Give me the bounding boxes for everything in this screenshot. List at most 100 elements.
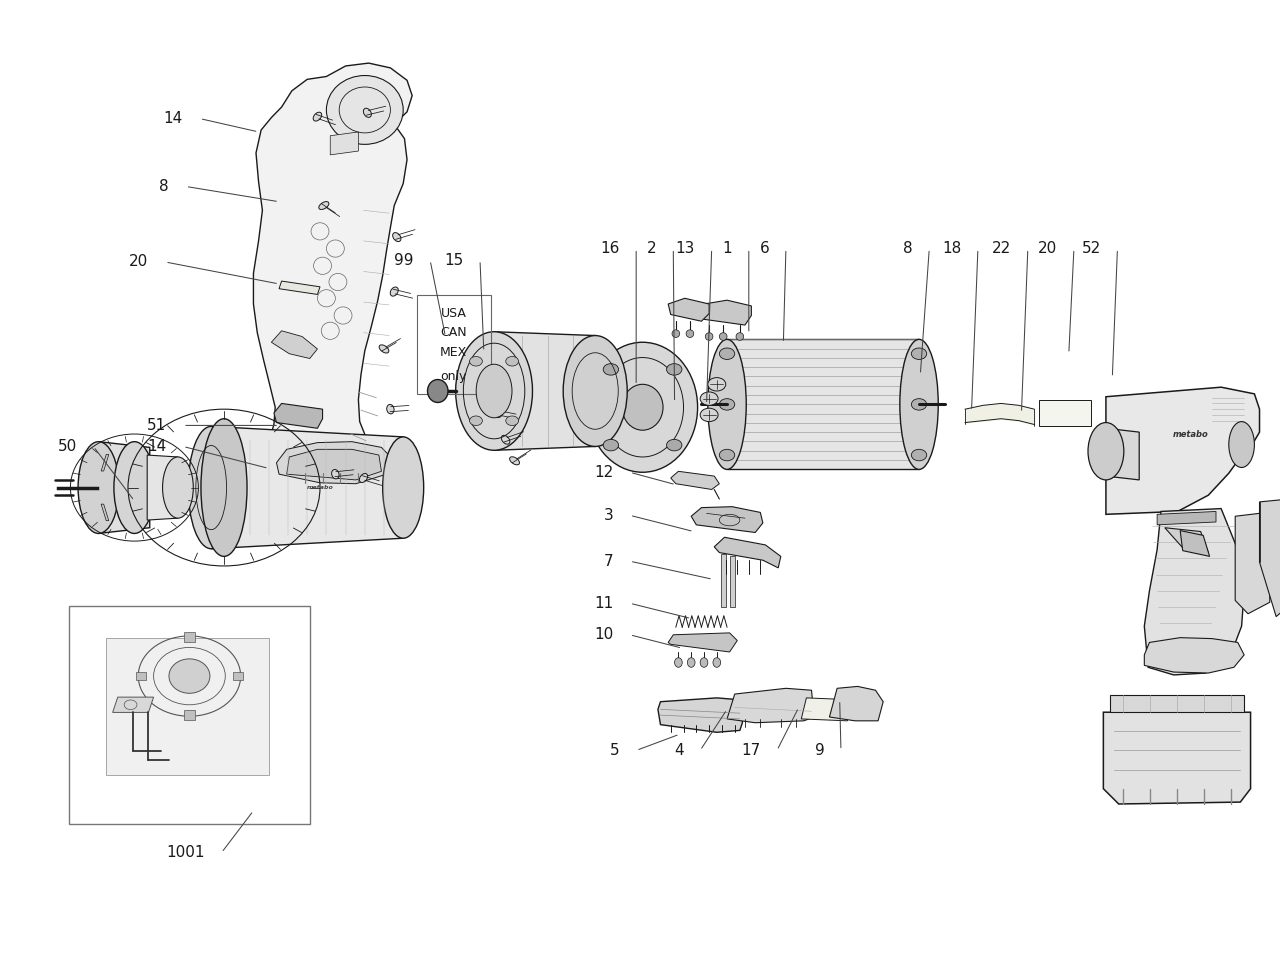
Polygon shape [1260, 499, 1280, 617]
Ellipse shape [360, 473, 367, 483]
Polygon shape [727, 339, 919, 469]
Polygon shape [279, 281, 320, 294]
Ellipse shape [603, 363, 618, 375]
Ellipse shape [563, 336, 627, 446]
Text: 4: 4 [673, 743, 684, 758]
Polygon shape [1106, 387, 1260, 514]
Text: MEX: MEX [440, 346, 467, 359]
Polygon shape [1106, 428, 1139, 480]
Polygon shape [1157, 511, 1216, 525]
Polygon shape [801, 698, 852, 721]
Polygon shape [1235, 512, 1270, 614]
Ellipse shape [163, 457, 193, 518]
Text: 1001: 1001 [166, 845, 205, 860]
Text: 7: 7 [603, 554, 613, 569]
Ellipse shape [700, 658, 708, 667]
Polygon shape [1103, 712, 1251, 804]
Polygon shape [101, 454, 109, 471]
Ellipse shape [588, 342, 698, 472]
Polygon shape [668, 633, 737, 652]
Ellipse shape [705, 333, 713, 340]
Ellipse shape [686, 330, 694, 337]
Text: USA: USA [440, 307, 467, 319]
Polygon shape [233, 672, 243, 680]
Text: 2: 2 [646, 241, 657, 256]
Ellipse shape [364, 108, 371, 118]
Ellipse shape [390, 287, 398, 296]
Text: 20: 20 [1038, 241, 1057, 256]
Text: 6: 6 [759, 241, 769, 256]
Text: 8: 8 [159, 179, 169, 194]
Polygon shape [691, 507, 763, 532]
Polygon shape [658, 698, 742, 732]
Polygon shape [271, 331, 317, 358]
Ellipse shape [332, 469, 339, 479]
Ellipse shape [495, 408, 503, 418]
Ellipse shape [470, 357, 483, 366]
Polygon shape [113, 697, 154, 712]
Text: 52: 52 [1082, 241, 1101, 256]
Text: 20: 20 [129, 254, 148, 270]
Ellipse shape [700, 392, 718, 405]
Polygon shape [101, 504, 109, 521]
Polygon shape [274, 403, 323, 428]
Ellipse shape [719, 449, 735, 461]
Polygon shape [829, 686, 883, 721]
Bar [69, 606, 310, 824]
Ellipse shape [506, 357, 518, 366]
Text: 12: 12 [594, 465, 613, 480]
Polygon shape [99, 442, 150, 533]
Polygon shape [184, 710, 195, 720]
Ellipse shape [708, 339, 746, 469]
Ellipse shape [700, 408, 718, 422]
Polygon shape [1110, 695, 1244, 712]
Ellipse shape [675, 658, 682, 667]
Polygon shape [730, 556, 735, 607]
Ellipse shape [506, 416, 518, 425]
Polygon shape [494, 332, 595, 450]
Text: 15: 15 [444, 252, 463, 268]
Ellipse shape [314, 112, 321, 121]
Ellipse shape [713, 658, 721, 667]
Ellipse shape [326, 76, 403, 144]
Ellipse shape [911, 449, 927, 461]
Ellipse shape [911, 399, 927, 410]
Text: only: only [440, 370, 467, 382]
Polygon shape [136, 672, 146, 680]
Text: 18: 18 [942, 241, 961, 256]
Ellipse shape [456, 332, 532, 450]
Ellipse shape [188, 426, 234, 549]
Bar [417, 295, 492, 394]
Text: metabo: metabo [307, 485, 333, 490]
Polygon shape [1165, 528, 1208, 553]
Text: 51: 51 [147, 418, 166, 433]
Text: 9: 9 [814, 743, 824, 758]
Text: metabo: metabo [1172, 430, 1208, 440]
Ellipse shape [502, 435, 509, 445]
Ellipse shape [603, 440, 618, 451]
Text: 14: 14 [147, 439, 166, 454]
Text: 3: 3 [603, 508, 613, 523]
Ellipse shape [672, 330, 680, 337]
Ellipse shape [687, 658, 695, 667]
Ellipse shape [476, 364, 512, 418]
Ellipse shape [78, 442, 119, 533]
Ellipse shape [719, 348, 735, 359]
Ellipse shape [719, 399, 735, 410]
Polygon shape [701, 300, 751, 325]
Polygon shape [671, 471, 719, 489]
Ellipse shape [428, 380, 448, 402]
Text: 99: 99 [394, 252, 413, 268]
Ellipse shape [736, 333, 744, 340]
Ellipse shape [383, 437, 424, 538]
Ellipse shape [900, 339, 938, 469]
Ellipse shape [470, 416, 483, 425]
Polygon shape [253, 63, 412, 487]
Polygon shape [714, 537, 781, 568]
Text: 50: 50 [58, 439, 77, 454]
Ellipse shape [667, 440, 682, 451]
Ellipse shape [719, 333, 727, 340]
Ellipse shape [509, 457, 520, 465]
Text: 1: 1 [722, 241, 732, 256]
Ellipse shape [667, 363, 682, 375]
